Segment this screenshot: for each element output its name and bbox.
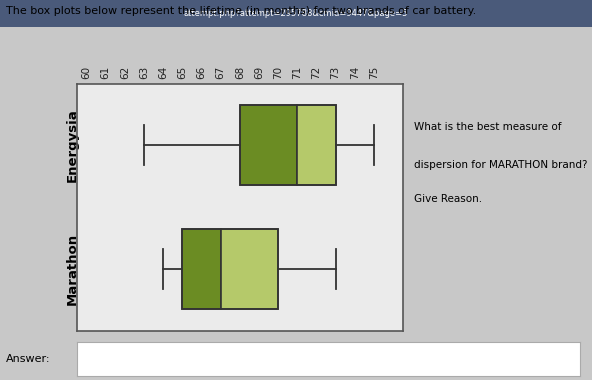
- Bar: [297, 105, 336, 185]
- Bar: [182, 229, 221, 309]
- Text: attempt.php?attempt=295788&cmid=9447&page=5: attempt.php?attempt=295788&cmid=9447&pag…: [184, 9, 408, 18]
- Text: Answer:: Answer:: [6, 354, 50, 364]
- Text: dispersion for MARATHON brand?: dispersion for MARATHON brand?: [414, 160, 588, 169]
- Text: Give Reason.: Give Reason.: [414, 194, 482, 204]
- Bar: [221, 229, 278, 309]
- Bar: [240, 105, 297, 185]
- Text: What is the best measure of: What is the best measure of: [414, 122, 562, 131]
- Text: The box plots below represent the lifetime (in months) for two brands of car bat: The box plots below represent the lifeti…: [6, 6, 476, 16]
- Bar: [240, 105, 336, 185]
- Bar: [182, 229, 278, 309]
